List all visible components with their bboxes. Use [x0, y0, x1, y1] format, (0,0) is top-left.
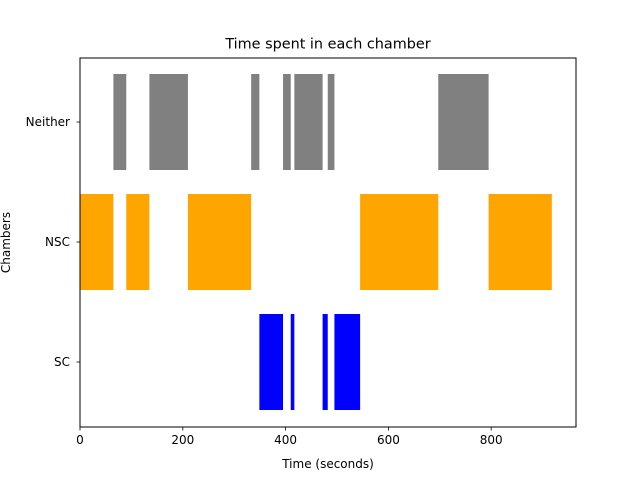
x-axis-label: Time (seconds)	[281, 457, 374, 471]
chart-title: Time spent in each chamber	[224, 37, 430, 53]
segment-nsc-3	[360, 194, 439, 290]
segment-neither-4	[294, 74, 323, 170]
x-tick-label: 200	[171, 433, 194, 447]
x-tick-label: 400	[274, 433, 297, 447]
y-tick-label: NSC	[45, 235, 70, 249]
segment-nsc-1	[126, 194, 150, 290]
segment-neither-2	[251, 74, 260, 170]
segment-neither-0	[113, 74, 127, 170]
plot-frame	[79, 57, 577, 428]
segment-neither-6	[438, 74, 489, 170]
segment-nsc-4	[488, 194, 552, 290]
x-tick-label: 0	[76, 433, 84, 447]
x-tick-label: 600	[377, 433, 400, 447]
segment-sc-3	[334, 314, 361, 410]
segment-nsc-2	[187, 194, 252, 290]
x-tick-label: 800	[480, 433, 503, 447]
segment-nsc-0	[80, 194, 114, 290]
segments-layer	[80, 74, 552, 410]
segment-sc-2	[322, 314, 328, 410]
segment-neither-5	[327, 74, 335, 170]
segment-sc-0	[259, 314, 284, 410]
y-tick-label: SC	[54, 355, 70, 369]
segment-sc-1	[290, 314, 295, 410]
y-axis-label: Chambers	[0, 212, 13, 273]
segment-neither-3	[283, 74, 291, 170]
y-tick-label: Neither	[26, 115, 70, 129]
ticks-layer: 0 200 400 600 800 SC NSC Neither	[26, 115, 503, 447]
segment-neither-1	[149, 74, 188, 170]
